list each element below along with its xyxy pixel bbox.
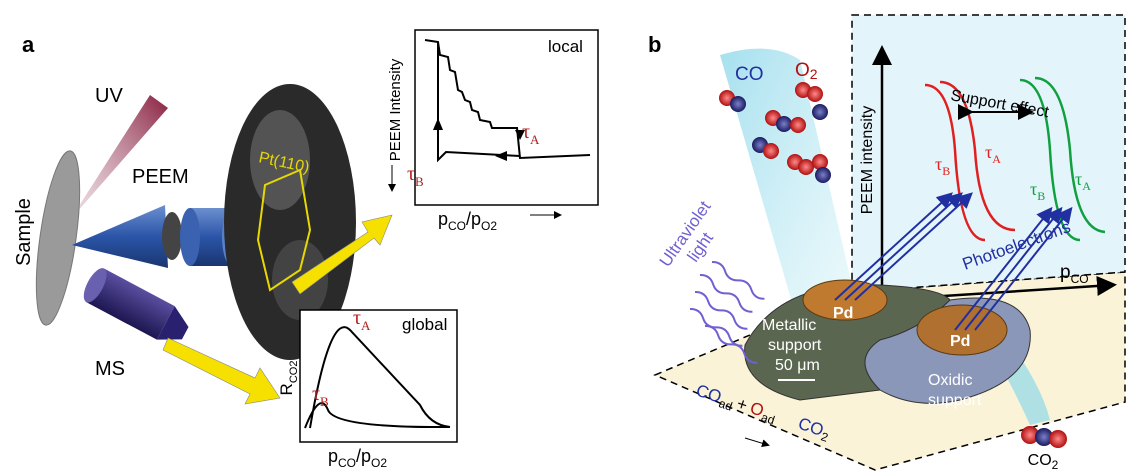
tau-sub: B [1037,189,1045,203]
tau: τ [1075,169,1082,189]
x-axis-label: pCO/pO2 [438,209,497,233]
uv-label: UV [95,85,123,107]
co2-label: CO2 [1028,452,1059,472]
r: R [277,383,296,395]
peem-label: PEEM [132,166,189,188]
lens [162,212,182,260]
sub: CO [338,456,356,470]
pd-label: Pd [833,305,853,322]
ms-label: MS [95,358,125,380]
tau-sub: B [942,164,950,178]
tau-sub: A [361,318,371,333]
y-axis-label: PEEM Intensity [387,58,404,161]
sub: 2 [810,66,818,82]
pd-label: Pd [950,333,970,350]
p: p [1060,262,1071,283]
sub: O2 [481,219,497,233]
tau: τ [522,121,530,143]
sub: ad [717,396,734,413]
tau: τ [353,307,361,329]
p: p [328,446,338,466]
line: Oxidic [928,372,972,389]
line: support [928,392,982,409]
tau: τ [985,142,992,162]
o: O [795,60,810,81]
uv-light-label: Ultravioletlight [656,197,731,282]
line: support [768,337,822,354]
x-axis-label: pCO/pO2 [328,446,387,470]
reaction-arrow [745,438,768,445]
tau: τ [312,383,320,405]
y-axis-label: PEEM intensity [859,106,876,214]
tau-sub: A [1082,179,1091,193]
sample-disc [28,148,88,327]
sample-label: Sample [13,198,35,266]
p: p [361,446,371,466]
p: p [471,209,481,229]
o2-label: O2 [795,60,818,82]
tau-sub: A [992,152,1001,166]
scale-label: 50 μm [775,357,820,374]
co: CO [1028,452,1052,469]
sub: CO [1071,272,1089,286]
tau: τ [1030,179,1037,199]
tau: τ [935,154,942,174]
plot-tag: local [548,37,583,56]
cylinder-end [180,208,200,266]
tau-sub: B [320,394,329,409]
figure: a UV Sample PEEM MS Pt(110) local PEEM I… [0,0,1132,473]
co-label: CO [735,64,764,85]
sub: CO [448,219,466,233]
y-axis-label: RCO2 [277,361,300,396]
panel-label: a [22,32,35,57]
tau-sub: A [530,132,540,147]
sub: O2 [371,456,387,470]
ms-cylinder [79,265,194,350]
sub: 2 [1052,458,1059,472]
sub: CO2 [288,361,300,384]
peem-cone [72,205,168,268]
line: Metallic [762,317,816,334]
p: p [438,209,448,229]
uv-beam [70,95,168,220]
tau: τ [407,163,415,185]
tau-sub: B [415,174,424,189]
yellow-arrow [163,338,280,404]
plot-tag: global [402,315,447,334]
panel-label: b [648,32,661,57]
